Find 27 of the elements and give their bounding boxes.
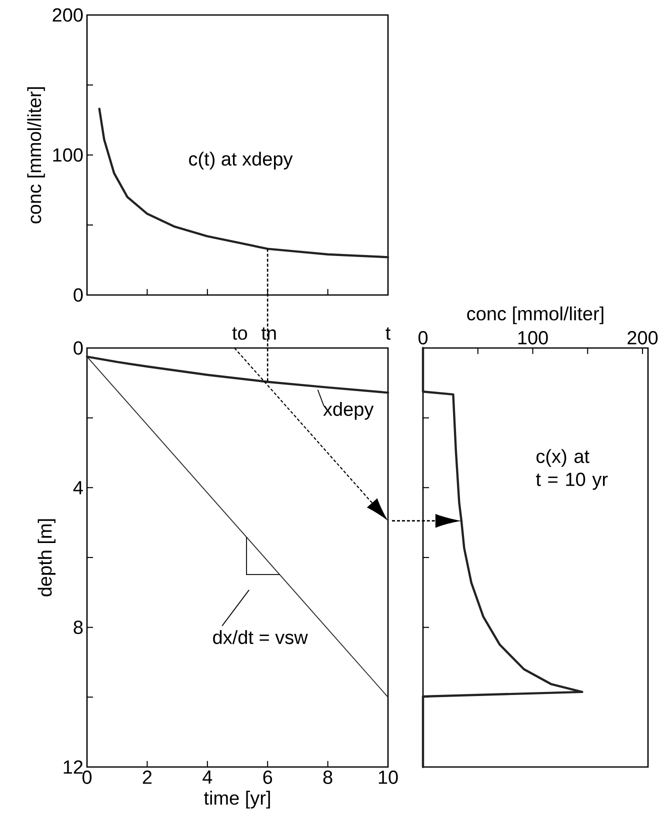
text: to <box>232 327 248 340</box>
y-tick-label: 200 <box>52 8 83 22</box>
y-tick-label: 8 <box>74 620 83 634</box>
y-tick-label: 100 <box>53 148 83 162</box>
x-axis-title: conc [mmol/liter] <box>467 306 604 324</box>
x-tick-label: 6 <box>263 770 272 784</box>
text: c(t) at xdepy <box>189 152 293 170</box>
x-axis-title: time [yr] <box>204 790 270 809</box>
series-label: dx/dt = vsw <box>213 630 308 644</box>
x-tick-label: 4 <box>202 770 212 784</box>
x-tick-label: 100 <box>518 331 548 344</box>
x-tick-label: 200 <box>628 331 658 344</box>
text: tn <box>261 327 276 340</box>
y-tick-label: 0 <box>74 288 83 302</box>
y-tick-label: 12 <box>64 760 83 774</box>
y-tick-label: 0 <box>74 341 83 355</box>
x-tick-label: 0 <box>82 770 92 784</box>
text: c(x) at t = 10 yr <box>536 449 608 490</box>
x-tick-label: 10 <box>378 770 398 784</box>
y-tick-label: 4 <box>73 481 83 494</box>
y-axis-title: conc [mmol/liter] <box>27 87 45 224</box>
text: t <box>386 327 390 340</box>
y-axis-title: depth [m] <box>38 519 56 596</box>
series-label: xdepy <box>323 402 374 420</box>
x-tick-label: 0 <box>418 331 428 344</box>
x-tick-label: 2 <box>142 770 152 784</box>
x-tick-label: 8 <box>323 770 332 784</box>
